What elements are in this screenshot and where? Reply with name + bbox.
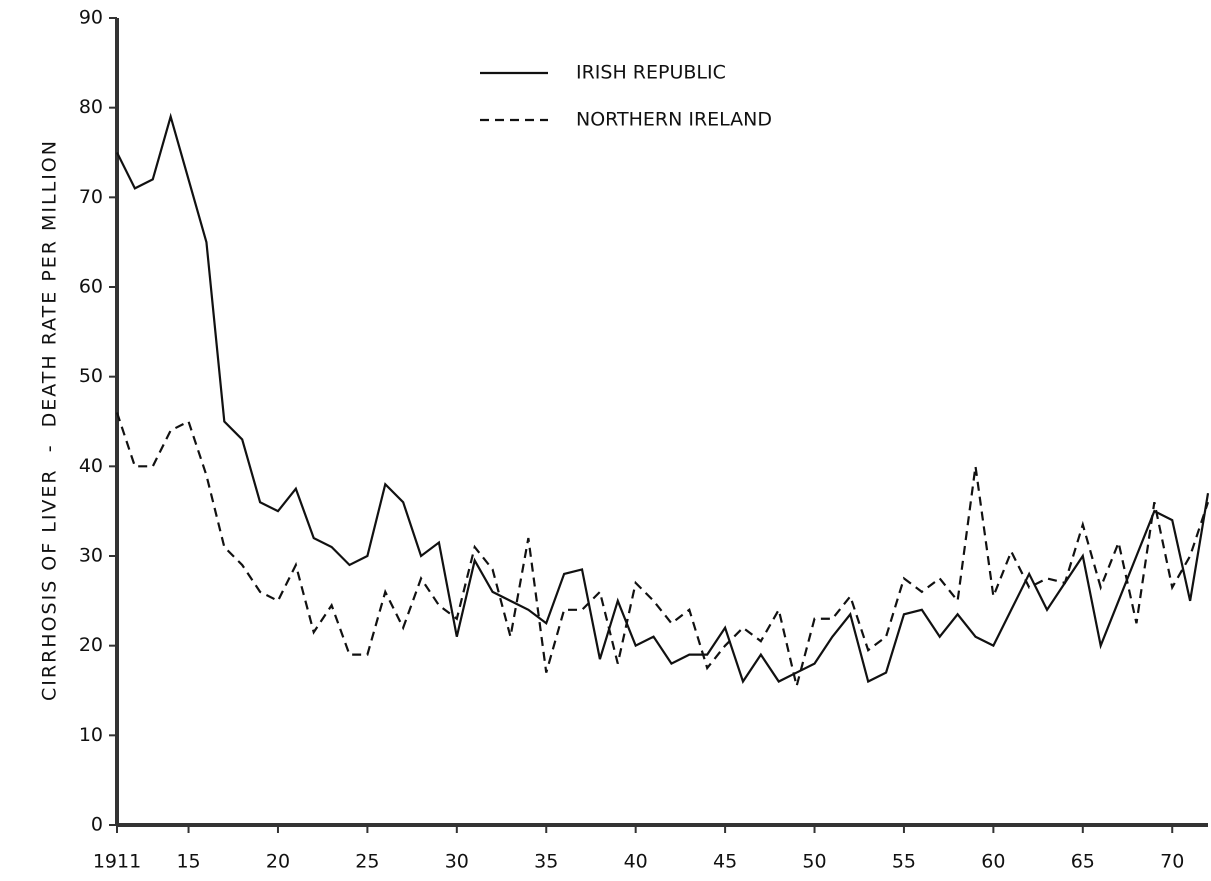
y-axis-label: CIRRHOSIS OF LIVER - DEATH RATE PER MILL… xyxy=(39,139,61,701)
y-tick-label: 50 xyxy=(79,365,103,387)
x-tick-label: 35 xyxy=(534,851,558,873)
y-tick-label: 60 xyxy=(79,276,103,298)
x-tick-label: 40 xyxy=(624,851,648,873)
x-tick-label: 30 xyxy=(445,851,469,873)
x-tick-label: 20 xyxy=(266,851,290,873)
x-tick-label: 50 xyxy=(802,851,826,873)
x-tick-label: 60 xyxy=(981,851,1005,873)
series-line xyxy=(115,412,1210,687)
x-tick-label: 1911 xyxy=(93,851,141,873)
y-tick-label: 40 xyxy=(79,455,103,477)
x-tick-label: 45 xyxy=(713,851,737,873)
y-tick-label: 20 xyxy=(79,634,103,656)
x-tick-label: 25 xyxy=(355,851,379,873)
legend-label: IRISH REPUBLIC xyxy=(576,62,726,84)
y-tick-label: 70 xyxy=(79,186,103,208)
y-tick-label: 10 xyxy=(79,724,103,746)
x-tick-label: 55 xyxy=(892,851,916,873)
y-tick-label: 30 xyxy=(79,545,103,567)
x-tick-label: 65 xyxy=(1071,851,1095,873)
y-tick-label: 0 xyxy=(91,814,103,836)
legend-label: NORTHERN IRELAND xyxy=(576,109,772,131)
x-tick-label: 15 xyxy=(176,851,200,873)
y-tick-label: 80 xyxy=(79,96,103,118)
y-tick-label: 90 xyxy=(79,7,103,29)
x-tick-label: 70 xyxy=(1160,851,1184,873)
